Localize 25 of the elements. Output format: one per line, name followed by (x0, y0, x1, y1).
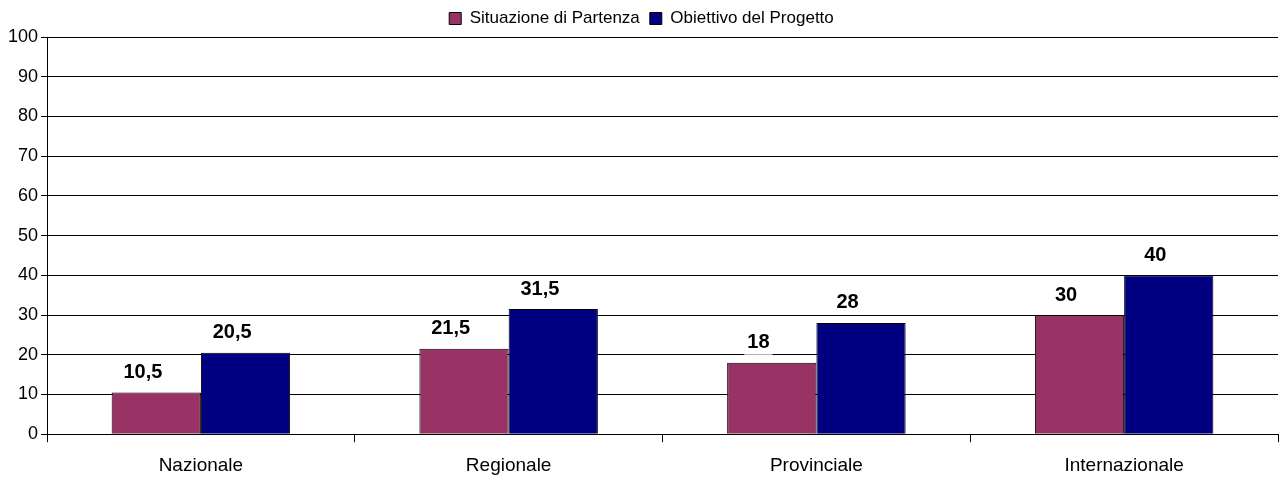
x-tick-label: Regionale (465, 453, 552, 475)
y-tick-label: 70 (18, 145, 39, 166)
data-label: 31,5 (520, 276, 560, 299)
y-tick-label: 10 (18, 383, 39, 404)
y-tick-label: 80 (18, 105, 39, 126)
data-label: 21,5 (431, 316, 471, 339)
data-label: 40 (1144, 242, 1167, 265)
legend-label: Situazione di Partenza (469, 8, 641, 28)
legend-label: Obiettivo del Progetto (670, 8, 834, 28)
x-tick-label: Internazionale (1064, 453, 1184, 475)
y-tick-label: 90 (18, 65, 39, 86)
data-label: 18 (747, 330, 770, 353)
y-tick-label: 100 (7, 25, 39, 46)
y-tick-label: 0 (28, 423, 39, 444)
y-tick-label: 50 (18, 224, 39, 245)
y-tick-label: 20 (18, 343, 39, 364)
data-label: 30 (1054, 282, 1078, 305)
data-label: 20,5 (212, 320, 252, 343)
x-tick-label: Provinciale (769, 453, 863, 475)
y-tick-label: 30 (18, 304, 39, 325)
y-tick-label: 40 (18, 264, 39, 285)
y-tick-label: 60 (18, 184, 39, 205)
x-tick-label: Nazionale (158, 453, 244, 475)
data-label: 10,5 (123, 360, 163, 383)
data-label: 28 (836, 290, 859, 313)
